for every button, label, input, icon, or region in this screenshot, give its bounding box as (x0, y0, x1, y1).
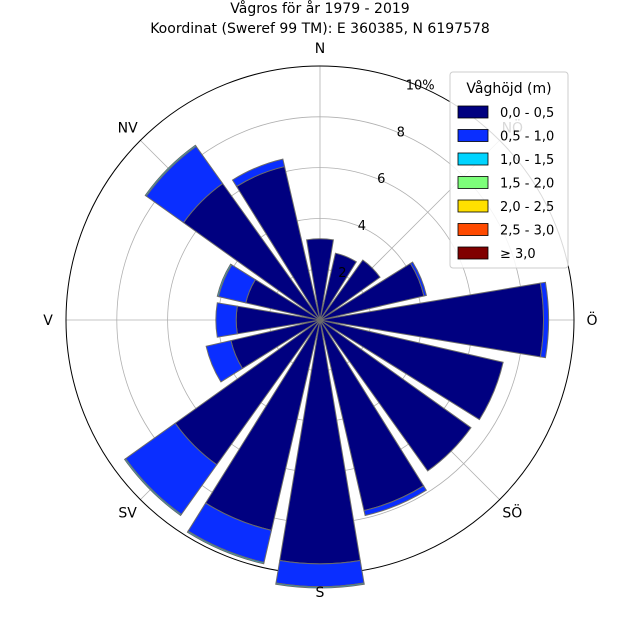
legend-swatch (457, 199, 489, 213)
wave-bar-segment (306, 238, 334, 321)
wave-bar-segment (275, 582, 365, 589)
direction-label: N (315, 41, 325, 57)
wave-bar-segment (409, 261, 428, 297)
radial-tick-label: 2 (338, 266, 346, 281)
direction-label: NV (118, 121, 138, 137)
wave-bar-segment (539, 281, 550, 359)
legend-swatch (457, 152, 489, 166)
legend-title: Våghöjd (m) (466, 80, 551, 97)
legend-label: 1,5 - 2,0 (500, 177, 554, 192)
direction-label: SÖ (502, 503, 522, 521)
direction-label: V (43, 313, 53, 329)
wave-bar-segment (231, 158, 286, 188)
legend-swatch (457, 246, 489, 260)
wave-bar-segment (215, 302, 238, 338)
wave-bar-segment (205, 339, 244, 383)
legend-label: 0,0 - 0,5 (500, 106, 554, 121)
wave-bars (123, 144, 550, 589)
chart-title: Vågros för år 1979 - 2019 (230, 0, 409, 17)
legend-swatch (457, 223, 489, 236)
radial-tick-label: 4 (358, 219, 366, 234)
radial-tick-label: 6 (377, 172, 385, 187)
radial-tick-label: 8 (397, 125, 405, 140)
wave-bar-segment (363, 485, 428, 517)
wave-bar-segment (186, 530, 265, 565)
wave-bar-segment (319, 252, 358, 321)
legend-swatch (457, 105, 489, 119)
chart-subtitle: Koordinat (Sweref 99 TM): E 360385, N 61… (150, 21, 490, 37)
wave-bar-segment (216, 263, 233, 298)
wave-bar-segment (144, 144, 197, 197)
wave-bar-segment (275, 559, 365, 588)
direction-label: SV (118, 505, 137, 521)
wave-bar-segment (123, 457, 183, 517)
legend-label: 0,5 - 1,0 (500, 130, 554, 145)
legend-label: 1,0 - 1,5 (500, 153, 554, 168)
legend-label: ≥ 3,0 (500, 247, 536, 262)
direction-label: Ö (586, 311, 597, 329)
radial-tick-label: 10% (406, 78, 435, 93)
legend: Våghöjd (m) 0,0 - 0,5 0,5 - 1,0 1,0 - 1,5 1,… (449, 71, 569, 269)
legend-box (449, 71, 569, 269)
legend-label: 2,5 - 3,0 (500, 224, 554, 239)
direction-label: S (316, 585, 325, 601)
legend-swatch (457, 176, 489, 189)
wave-bar-segment (319, 319, 504, 421)
legend-label: 2,0 - 2,5 (500, 200, 554, 215)
legend-swatch (457, 129, 489, 142)
wave-bar-segment (319, 319, 472, 472)
wave-bar-segment (319, 259, 381, 321)
